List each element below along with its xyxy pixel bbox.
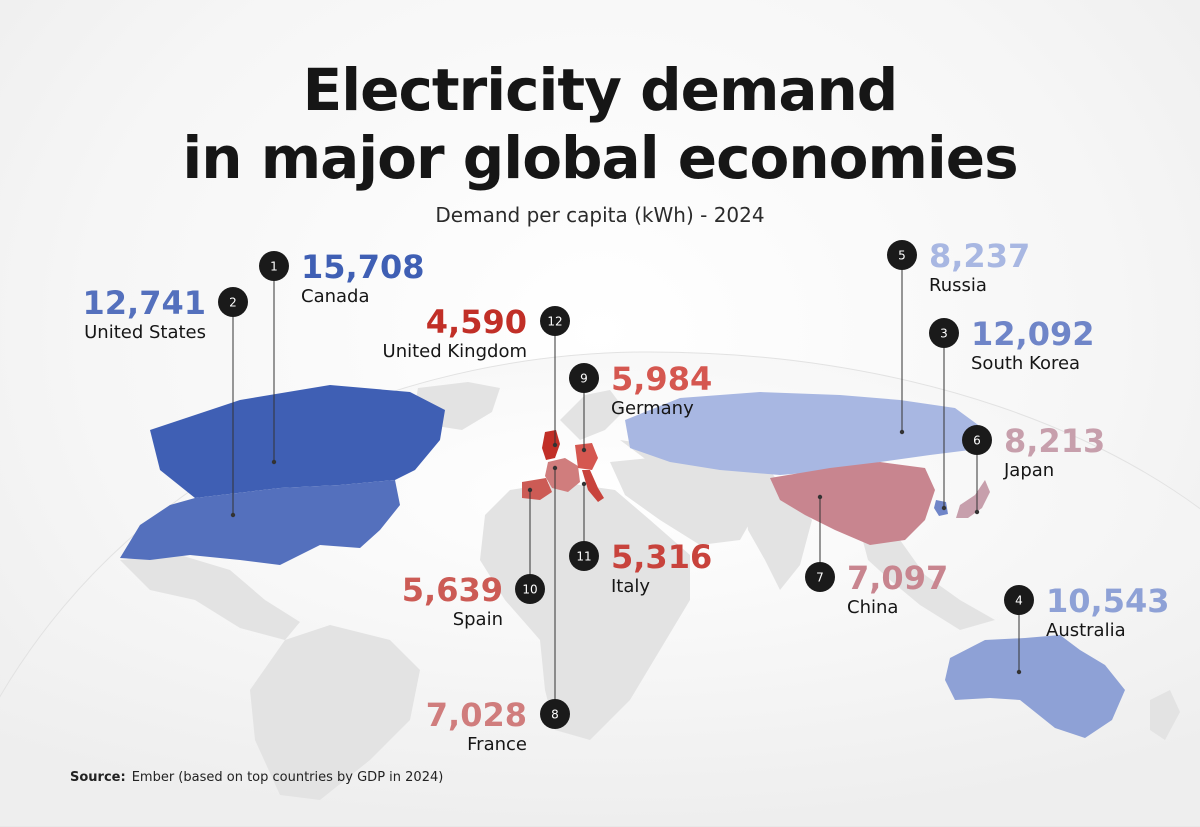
rank-badge-france [540, 699, 570, 729]
land-south-america [250, 625, 420, 800]
value-south-korea: 12,092 [971, 315, 1094, 353]
country-shape-united-states [120, 480, 400, 565]
rank-badge-south-korea [929, 318, 959, 348]
country-name-germany: Germany [611, 398, 694, 419]
country-name-japan: Japan [1003, 460, 1054, 481]
value-spain: 5,639 [402, 571, 503, 609]
land-mexico [120, 555, 300, 640]
rank-badge-australia [1004, 585, 1034, 615]
country-shape-canada [150, 385, 445, 498]
location-dot-france [552, 465, 558, 471]
country-name-spain: Spain [453, 609, 503, 630]
country-shape-russia [625, 392, 985, 475]
country-name-canada: Canada [301, 286, 370, 307]
rank-badge-united-states [218, 287, 248, 317]
location-dot-united-kingdom [552, 442, 558, 448]
country-name-italy: Italy [611, 576, 650, 597]
location-dot-germany [581, 447, 587, 453]
rank-number-germany: 9 [580, 372, 588, 386]
rank-badge-japan [962, 425, 992, 455]
rank-number-russia: 5 [898, 249, 906, 263]
country-name-russia: Russia [929, 275, 987, 296]
location-dot-spain [527, 487, 533, 493]
land-southeast-asia [860, 530, 995, 630]
source-label: Source: [70, 770, 126, 785]
land-new-zealand [1150, 690, 1180, 740]
country-shape-australia [945, 635, 1125, 738]
land-scandinavia [560, 390, 625, 440]
location-dot-australia [1016, 669, 1022, 675]
value-russia: 8,237 [929, 237, 1030, 275]
country-name-united-states: United States [84, 322, 206, 343]
value-japan: 8,213 [1004, 422, 1105, 460]
rank-number-canada: 1 [270, 260, 278, 274]
rank-number-france: 8 [551, 708, 559, 722]
rank-number-south-korea: 3 [940, 327, 948, 341]
rank-number-spain: 10 [522, 583, 537, 597]
rank-number-united-kingdom: 12 [547, 315, 562, 329]
rank-number-japan: 6 [973, 434, 981, 448]
page-title-line-2: in major global economies [182, 124, 1018, 192]
rank-badge-united-kingdom [540, 306, 570, 336]
rank-number-italy: 11 [576, 550, 591, 564]
country-shape-germany [575, 443, 598, 470]
value-france: 7,028 [426, 696, 527, 734]
highlighted-countries [120, 385, 1125, 738]
rank-badge-spain [515, 574, 545, 604]
land-africa [480, 482, 690, 740]
location-dot-canada [271, 459, 277, 465]
country-name-france: France [467, 734, 527, 755]
page-title-line-1: Electricity demand [302, 56, 899, 124]
rank-badge-canada [259, 251, 289, 281]
rank-number-china: 7 [816, 571, 824, 585]
rank-number-australia: 4 [1015, 594, 1023, 608]
location-dot-japan [974, 509, 980, 515]
location-dot-russia [899, 429, 905, 435]
value-australia: 10,543 [1046, 582, 1169, 620]
value-canada: 15,708 [301, 248, 424, 286]
value-china: 7,097 [847, 559, 948, 597]
country-shape-italy [582, 470, 604, 502]
location-dot-china [817, 494, 823, 500]
source-note: Source: Ember (based on top countries by … [70, 770, 443, 785]
country-name-south-korea: South Korea [971, 353, 1080, 374]
location-dot-south-korea [941, 505, 947, 511]
country-name-united-kingdom: United Kingdom [383, 341, 527, 362]
value-italy: 5,316 [611, 538, 712, 576]
location-dot-italy [581, 481, 587, 487]
rank-badge-italy [569, 541, 599, 571]
land-masses [120, 382, 1180, 800]
subtitle: Demand per capita (kWh) - 2024 [435, 203, 765, 227]
country-shape-china [770, 462, 935, 545]
country-name-china: China [847, 597, 898, 618]
rank-number-united-states: 2 [229, 296, 237, 310]
land-india [745, 495, 812, 590]
value-germany: 5,984 [611, 360, 712, 398]
value-united-kingdom: 4,590 [426, 303, 527, 341]
rank-badge-china [805, 562, 835, 592]
rank-badge-russia [887, 240, 917, 270]
country-name-australia: Australia [1046, 620, 1126, 641]
rank-badge-germany [569, 363, 599, 393]
location-dot-united-states [230, 512, 236, 518]
source-text: Ember (based on top countries by GDP in … [131, 770, 444, 785]
value-united-states: 12,741 [83, 284, 206, 322]
country-shape-japan [956, 480, 990, 518]
